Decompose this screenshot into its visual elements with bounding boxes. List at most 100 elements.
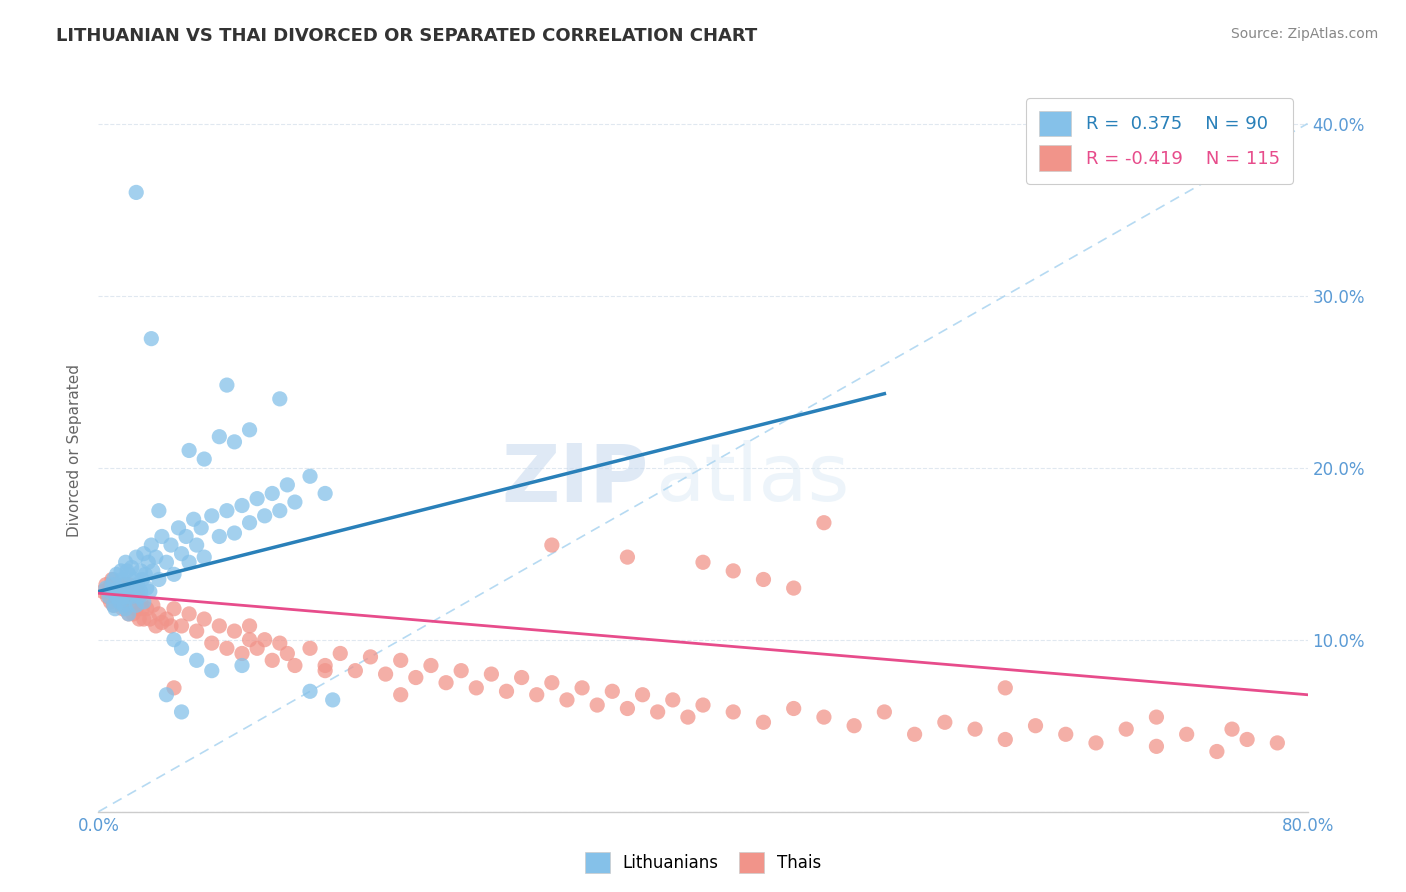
Point [110, 564, 132, 578]
Point [155, 555, 177, 569]
Point [94, 577, 117, 591]
Point [118, 607, 141, 621]
Point [104, 577, 127, 591]
Point [994, 681, 1017, 695]
Point [103, 599, 125, 613]
Point [142, 599, 165, 613]
Point [276, 478, 298, 492]
Point [186, 653, 208, 667]
Point [215, 378, 238, 392]
Point [344, 664, 367, 678]
Point [215, 641, 238, 656]
Point [813, 710, 835, 724]
Point [231, 647, 253, 661]
Point [262, 653, 284, 667]
Point [125, 601, 148, 615]
Point [269, 503, 291, 517]
Point [1115, 722, 1137, 736]
Point [1175, 727, 1198, 741]
Point [246, 491, 269, 506]
Point [844, 719, 866, 733]
Point [129, 584, 152, 599]
Point [118, 567, 141, 582]
Point [360, 649, 382, 664]
Point [100, 584, 122, 599]
Point [105, 567, 128, 582]
Point [124, 590, 146, 604]
Point [253, 632, 276, 647]
Point [120, 599, 142, 613]
Point [495, 684, 517, 698]
Point [269, 392, 291, 406]
Point [262, 486, 284, 500]
Point [115, 584, 138, 599]
Point [186, 624, 208, 639]
Text: atlas: atlas [655, 441, 849, 518]
Point [540, 538, 562, 552]
Point [661, 693, 683, 707]
Point [94, 581, 117, 595]
Point [246, 641, 269, 656]
Point [208, 430, 231, 444]
Point [1206, 744, 1229, 758]
Point [114, 599, 136, 613]
Point [118, 577, 141, 591]
Point [201, 636, 224, 650]
Point [420, 658, 443, 673]
Point [752, 573, 775, 587]
Point [125, 550, 148, 565]
Point [208, 619, 231, 633]
Point [107, 584, 129, 599]
Point [104, 601, 127, 615]
Point [1085, 736, 1108, 750]
Point [139, 584, 162, 599]
Point [121, 590, 143, 604]
Y-axis label: Divorced or Separated: Divorced or Separated [67, 364, 83, 537]
Point [148, 503, 170, 517]
Point [389, 653, 412, 667]
Point [193, 550, 215, 565]
Point [1054, 727, 1077, 741]
Point [170, 641, 193, 656]
Point [723, 705, 745, 719]
Point [231, 499, 253, 513]
Point [450, 664, 472, 678]
Point [136, 555, 159, 569]
Point [1144, 739, 1167, 754]
Point [105, 590, 128, 604]
Text: Source: ZipAtlas.com: Source: ZipAtlas.com [1230, 27, 1378, 41]
Point [616, 701, 638, 715]
Point [125, 599, 148, 613]
Point [135, 581, 157, 595]
Point [134, 567, 156, 582]
Point [111, 590, 134, 604]
Point [114, 601, 136, 615]
Point [284, 658, 307, 673]
Point [148, 607, 170, 621]
Point [141, 538, 163, 552]
Point [128, 590, 150, 604]
Point [163, 601, 186, 615]
Point [276, 647, 298, 661]
Point [631, 688, 654, 702]
Point [193, 612, 215, 626]
Point [120, 581, 142, 595]
Point [783, 581, 806, 595]
Point [101, 577, 124, 591]
Point [676, 710, 699, 724]
Point [224, 526, 246, 541]
Text: LITHUANIAN VS THAI DIVORCED OR SEPARATED CORRELATION CHART: LITHUANIAN VS THAI DIVORCED OR SEPARATED… [56, 27, 758, 45]
Point [122, 584, 145, 599]
Point [145, 619, 167, 633]
Point [150, 615, 173, 630]
Point [110, 590, 132, 604]
Point [1267, 736, 1289, 750]
Point [179, 443, 201, 458]
Point [132, 612, 155, 626]
Point [692, 555, 714, 569]
Point [128, 612, 150, 626]
Point [752, 715, 775, 730]
Text: ZIP: ZIP [502, 441, 648, 518]
Point [170, 705, 193, 719]
Point [155, 612, 177, 626]
